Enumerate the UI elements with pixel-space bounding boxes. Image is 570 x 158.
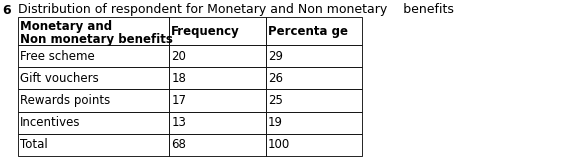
Bar	[169, 45, 266, 67]
Bar	[266, 112, 362, 134]
Bar	[266, 89, 362, 112]
Bar	[169, 67, 266, 89]
Text: 29: 29	[268, 50, 283, 63]
Bar	[169, 17, 266, 45]
Bar	[18, 67, 169, 89]
Bar	[266, 17, 362, 45]
Text: Monetary and: Monetary and	[20, 20, 112, 33]
Text: Percenta ge: Percenta ge	[268, 24, 348, 37]
Bar	[169, 112, 266, 134]
Bar	[266, 45, 362, 67]
Text: 26: 26	[268, 72, 283, 85]
Text: Incentives: Incentives	[20, 116, 80, 129]
Text: 6: 6	[2, 3, 11, 16]
Text: Rewards points: Rewards points	[20, 94, 110, 107]
Bar	[18, 134, 169, 156]
Text: 100: 100	[268, 138, 290, 151]
Text: 20: 20	[172, 50, 186, 63]
Text: 13: 13	[172, 116, 186, 129]
Bar	[266, 134, 362, 156]
Text: 68: 68	[172, 138, 186, 151]
Text: Gift vouchers: Gift vouchers	[20, 72, 99, 85]
Text: 19: 19	[268, 116, 283, 129]
Bar	[18, 112, 169, 134]
Bar	[18, 89, 169, 112]
Text: 18: 18	[172, 72, 186, 85]
Bar	[18, 45, 169, 67]
Text: Non monetary benefits: Non monetary benefits	[20, 33, 173, 46]
Text: Total: Total	[20, 138, 48, 151]
Bar	[18, 17, 169, 45]
Bar	[169, 89, 266, 112]
Text: Distribution of respondent for Monetary and Non monetary    benefits: Distribution of respondent for Monetary …	[14, 3, 454, 16]
Bar	[169, 134, 266, 156]
Text: 17: 17	[172, 94, 186, 107]
Text: Frequency: Frequency	[172, 24, 240, 37]
Bar	[266, 67, 362, 89]
Text: Free scheme: Free scheme	[20, 50, 95, 63]
Text: 25: 25	[268, 94, 283, 107]
